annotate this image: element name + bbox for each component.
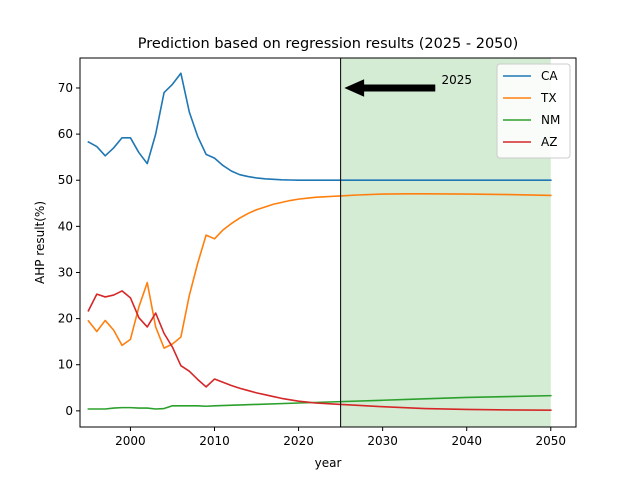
chart-title: Prediction based on regression results (…	[138, 36, 519, 52]
series-line-nm	[87, 394, 552, 410]
y-tick-label: 40	[58, 219, 73, 233]
y-tick-label: 10	[58, 358, 73, 372]
legend-box	[496, 63, 571, 159]
x-axis-label: year	[315, 456, 342, 470]
x-tick-label: 2040	[451, 434, 482, 448]
legend-label-tx: TX	[540, 91, 557, 105]
legend-label-nm: NM	[541, 113, 560, 127]
annotation-layer: 2025	[344, 73, 472, 97]
y-axis-label: AHP result(%)	[33, 201, 47, 284]
plot-frame	[79, 57, 577, 428]
y-tick-label: 70	[58, 81, 73, 95]
annotation-arrow	[344, 79, 436, 97]
x-axis-ticks: 2000 2010 2020 2030 2040 2050	[115, 427, 566, 448]
y-axis-ticks: 0 10 20 30 40 50 60 70	[58, 81, 80, 418]
x-tick-label: 2020	[283, 434, 314, 448]
y-tick-label: 0	[65, 404, 73, 418]
x-tick-label: 2010	[199, 434, 230, 448]
legend-label-az: AZ	[541, 135, 557, 149]
y-tick-label: 50	[58, 173, 73, 187]
series-line-tx	[87, 193, 552, 349]
legend-label-ca: CA	[541, 69, 558, 83]
annotation-text: 2025	[441, 73, 472, 87]
y-tick-label: 60	[58, 127, 73, 141]
x-tick-label: 2000	[115, 434, 146, 448]
x-tick-label: 2050	[536, 434, 567, 448]
legend: CA TX NM AZ	[496, 63, 571, 159]
y-tick-label: 30	[58, 265, 73, 279]
x-tick-label: 2030	[367, 434, 398, 448]
series-line-ca	[87, 72, 552, 182]
y-tick-label: 20	[58, 312, 73, 326]
